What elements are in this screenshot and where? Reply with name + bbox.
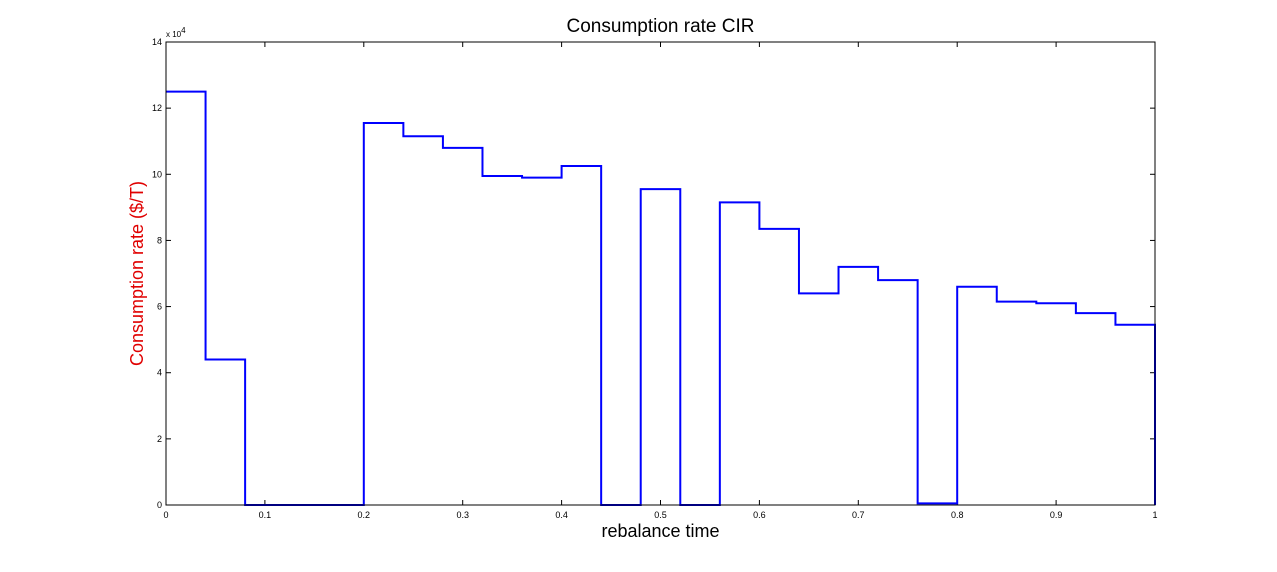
- y-tick-label: 0: [157, 500, 162, 510]
- x-tick-label: 1: [1152, 510, 1157, 520]
- x-tick-label: 0.4: [555, 510, 568, 520]
- y-tick-label: 2: [157, 434, 162, 444]
- y-axis-label: Consumption rate ($/T): [127, 181, 147, 366]
- y-tick-label: 12: [152, 103, 162, 113]
- y-tick-label: 8: [157, 235, 162, 245]
- plot-area-background: [166, 42, 1155, 505]
- x-tick-label: 0.3: [456, 510, 469, 520]
- y-tick-label: 10: [152, 169, 162, 179]
- y-axis-exponent-power: 4: [181, 26, 186, 35]
- x-tick-label: 0.5: [654, 510, 667, 520]
- y-axis-exponent: x 104: [166, 26, 186, 39]
- x-tick-label: 0.1: [259, 510, 272, 520]
- chart-title: Consumption rate CIR: [567, 16, 755, 37]
- y-axis-exponent-base: x 10: [166, 30, 182, 39]
- x-tick-label: 0.2: [358, 510, 371, 520]
- x-tick-label: 0.8: [951, 510, 964, 520]
- plot-area-border: [165, 41, 1156, 506]
- x-tick-label: 0.6: [753, 510, 766, 520]
- x-tick-label: 0.9: [1050, 510, 1063, 520]
- y-tick-label: 14: [152, 37, 162, 47]
- y-tick-label: 4: [157, 368, 162, 378]
- x-tick-label: 0: [163, 510, 168, 520]
- y-tick-label: 6: [157, 302, 162, 312]
- x-axis-label: rebalance time: [601, 521, 719, 541]
- x-tick-label: 0.7: [852, 510, 865, 520]
